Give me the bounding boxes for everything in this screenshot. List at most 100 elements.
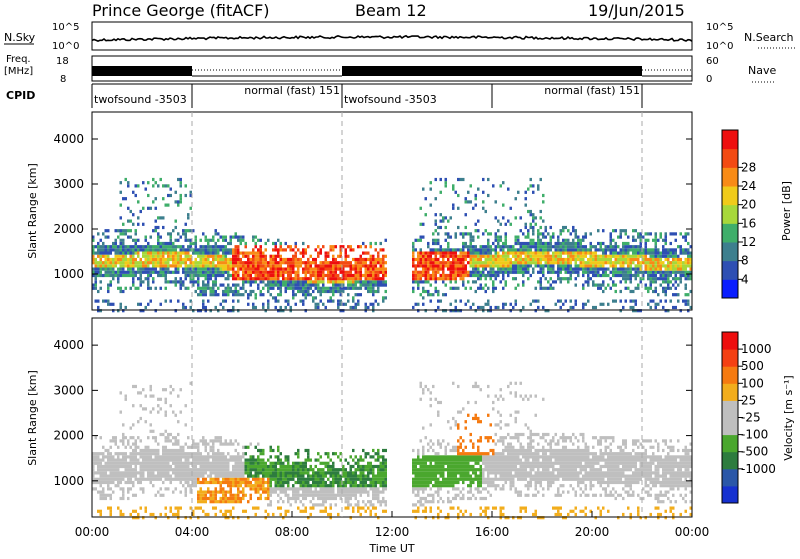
heatmap-cell xyxy=(682,274,685,277)
heatmap-cell xyxy=(147,455,150,458)
heatmap-cell xyxy=(235,481,238,484)
heatmap-cell xyxy=(537,271,540,274)
heatmap-cell xyxy=(485,261,488,264)
heatmap-cell xyxy=(280,248,283,251)
heatmap-cell xyxy=(250,468,253,471)
heatmap-cell xyxy=(352,268,355,271)
heatmap-cell xyxy=(450,280,453,283)
heatmap-cell xyxy=(180,264,183,267)
heatmap-cell xyxy=(112,481,115,484)
heatmap-cell xyxy=(575,300,578,303)
heatmap-cell xyxy=(250,264,253,267)
heatmap-cell xyxy=(305,497,308,500)
heatmap-cell xyxy=(567,252,570,255)
heatmap-cell xyxy=(167,255,170,258)
heatmap-cell xyxy=(417,280,420,283)
heatmap-cell xyxy=(222,293,225,296)
heatmap-cell xyxy=(495,287,498,290)
heatmap-cell xyxy=(110,245,113,248)
heatmap-cell xyxy=(517,261,520,264)
heatmap-cell xyxy=(150,236,153,239)
heatmap-cell xyxy=(115,271,118,274)
heatmap-cell xyxy=(122,442,125,445)
heatmap-cell xyxy=(120,242,123,245)
heatmap-cell xyxy=(367,290,370,293)
heatmap-cell xyxy=(175,436,178,439)
heatmap-cell xyxy=(550,264,553,267)
heatmap-cell xyxy=(250,290,253,293)
heatmap-cell xyxy=(97,264,100,267)
heatmap-cell xyxy=(165,458,168,461)
heatmap-cell xyxy=(175,468,178,471)
heatmap-cell xyxy=(380,277,383,280)
heatmap-cell xyxy=(260,239,263,242)
heatmap-cell xyxy=(297,274,300,277)
heatmap-cell xyxy=(272,264,275,267)
heatmap-cell xyxy=(462,280,465,283)
heatmap-cell xyxy=(477,274,480,277)
heatmap-cell xyxy=(297,261,300,264)
heatmap-cell xyxy=(555,252,558,255)
heatmap-cell xyxy=(575,232,578,235)
heatmap-cell xyxy=(180,178,183,181)
heatmap-cell xyxy=(297,455,300,458)
heatmap-cell xyxy=(235,290,238,293)
heatmap-cell xyxy=(182,484,185,487)
heatmap-cell xyxy=(120,271,123,274)
heatmap-cell xyxy=(322,245,325,248)
heatmap-cell xyxy=(507,274,510,277)
heatmap-cell xyxy=(657,271,660,274)
heatmap-cell xyxy=(352,478,355,481)
heatmap-cell xyxy=(325,264,328,267)
heatmap-cell xyxy=(367,506,370,509)
heatmap-cell xyxy=(197,446,200,449)
heatmap-cell xyxy=(582,248,585,251)
heatmap-cell xyxy=(255,258,258,261)
heatmap-cell xyxy=(500,271,503,274)
heatmap-cell xyxy=(205,245,208,248)
heatmap-cell xyxy=(335,478,338,481)
heatmap-cell xyxy=(565,245,568,248)
heatmap-cell xyxy=(260,487,263,490)
heatmap-cell xyxy=(487,271,490,274)
heatmap-cell xyxy=(117,245,120,248)
heatmap-cell xyxy=(362,242,365,245)
heatmap-cell xyxy=(245,481,248,484)
heatmap-cell xyxy=(262,474,265,477)
heatmap-cell xyxy=(537,236,540,239)
heatmap-cell xyxy=(470,274,473,277)
heatmap-cell xyxy=(127,207,130,210)
heatmap-cell xyxy=(605,271,608,274)
heatmap-cell xyxy=(310,284,313,287)
heatmap-cell xyxy=(322,277,325,280)
heatmap-cell xyxy=(137,436,140,439)
heatmap-cell xyxy=(427,255,430,258)
heatmap-cell xyxy=(237,271,240,274)
heatmap-cell xyxy=(255,268,258,271)
heatmap-cell xyxy=(447,277,450,280)
heatmap-cell xyxy=(247,465,250,468)
heatmap-cell xyxy=(277,255,280,258)
heatmap-cell xyxy=(312,468,315,471)
heatmap-cell xyxy=(202,264,205,267)
heatmap-cell xyxy=(215,229,218,232)
heatmap-cell xyxy=(562,258,565,261)
heatmap-cell xyxy=(510,271,513,274)
heatmap-cell xyxy=(590,277,593,280)
heatmap-cell xyxy=(662,280,665,283)
heatmap-cell xyxy=(275,471,278,474)
heatmap-cell xyxy=(602,255,605,258)
heatmap-cell xyxy=(240,455,243,458)
heatmap-cell xyxy=(180,449,183,452)
heatmap-cell xyxy=(557,261,560,264)
heatmap-cell xyxy=(350,287,353,290)
heatmap-cell xyxy=(502,306,505,309)
heatmap-cell xyxy=(195,465,198,468)
heatmap-cell xyxy=(667,284,670,287)
heatmap-cell xyxy=(222,306,225,309)
heatmap-cell xyxy=(182,452,185,455)
heatmap-cell xyxy=(232,500,235,503)
heatmap-cell xyxy=(265,487,268,490)
heatmap-cell xyxy=(217,239,220,242)
heatmap-cell xyxy=(100,478,103,481)
